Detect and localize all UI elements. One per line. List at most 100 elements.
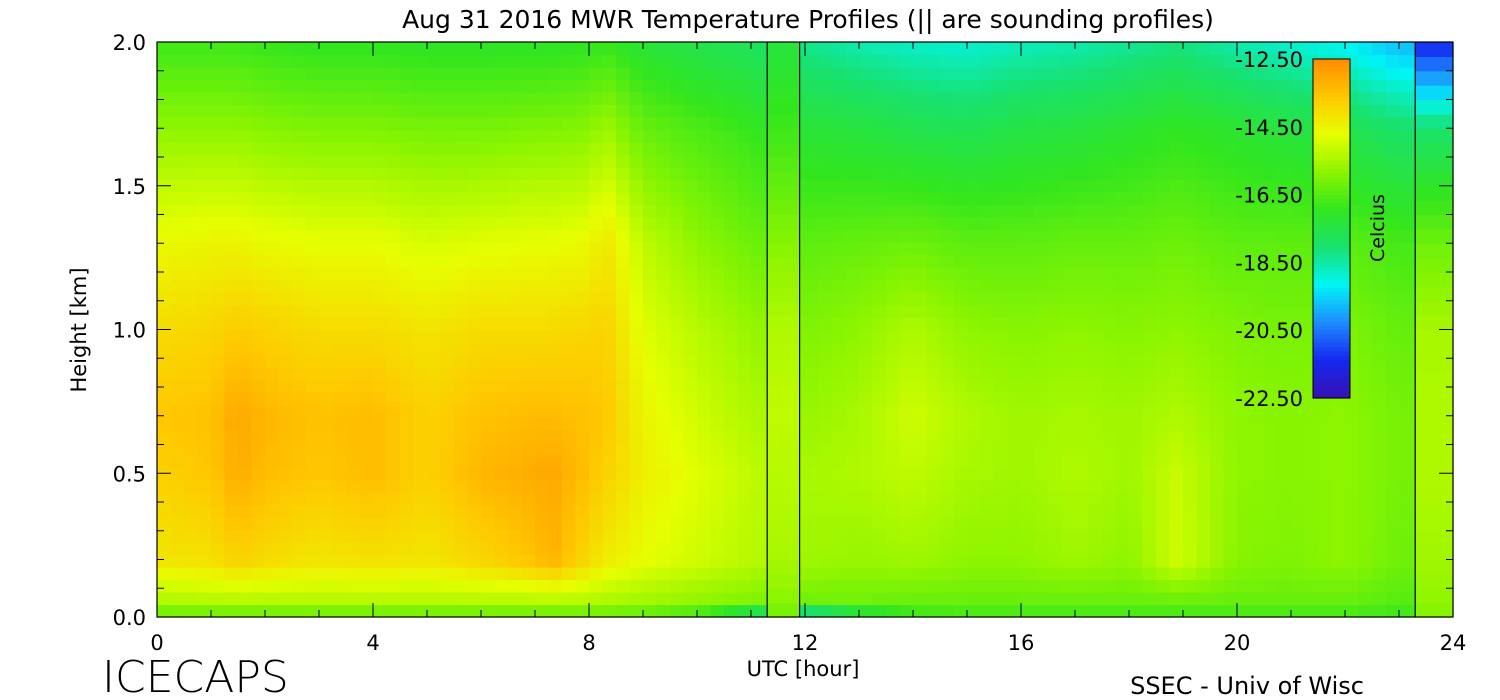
heatmap-cell — [1129, 517, 1144, 531]
heatmap-cell — [346, 267, 361, 281]
heatmap-cell — [562, 79, 577, 93]
heatmap-cell — [373, 254, 388, 268]
heatmap-cell — [1102, 492, 1117, 506]
heatmap-cell — [292, 229, 307, 243]
sounding-strip — [767, 257, 800, 273]
heatmap-cell — [224, 229, 239, 243]
heatmap-cell — [1250, 579, 1265, 593]
heatmap-cell — [548, 304, 563, 318]
heatmap-cell — [521, 179, 536, 193]
heatmap-cell — [859, 467, 874, 481]
heatmap-cell — [1264, 229, 1279, 243]
heatmap-cell — [481, 79, 496, 93]
heatmap-cell — [643, 517, 658, 531]
heatmap-cell — [629, 429, 644, 443]
heatmap-cell — [845, 92, 860, 106]
heatmap-cell — [224, 379, 239, 393]
heatmap-cell — [359, 217, 374, 231]
heatmap-cell — [832, 467, 847, 481]
heatmap-cell — [1021, 542, 1036, 556]
heatmap-cell — [710, 192, 725, 206]
heatmap-cell — [1264, 542, 1279, 556]
heatmap-cell — [481, 579, 496, 593]
heatmap-cell — [400, 567, 415, 581]
heatmap-cell — [211, 242, 226, 256]
heatmap-cell — [670, 554, 685, 568]
heatmap-cell — [211, 417, 226, 431]
heatmap-cell — [251, 379, 266, 393]
heatmap-cell — [1183, 367, 1198, 381]
heatmap-cell — [211, 454, 226, 468]
heatmap-cell — [616, 442, 631, 456]
heatmap-cell — [319, 267, 334, 281]
heatmap-cell — [386, 404, 401, 418]
heatmap-cell — [1264, 204, 1279, 218]
heatmap-cell — [805, 254, 820, 268]
heatmap-cell — [386, 392, 401, 406]
heatmap-cell — [643, 192, 658, 206]
heatmap-cell — [953, 242, 968, 256]
heatmap-cell — [170, 504, 185, 518]
heatmap-cell — [805, 417, 820, 431]
heatmap-cell — [616, 242, 631, 256]
heatmap-cell — [616, 117, 631, 131]
heatmap-cell — [1358, 592, 1373, 606]
heatmap-cell — [940, 54, 955, 68]
heatmap-cell — [508, 517, 523, 531]
heatmap-cell — [1021, 79, 1036, 93]
heatmap-cell — [332, 79, 347, 93]
heatmap-cell — [1237, 554, 1252, 568]
heatmap-cell — [818, 204, 833, 218]
heatmap-cell — [724, 279, 739, 293]
heatmap-cell — [535, 342, 550, 356]
heatmap-cell — [1169, 592, 1184, 606]
heatmap-cell — [967, 142, 982, 156]
heatmap-cell — [157, 267, 172, 281]
heatmap-cell — [1021, 454, 1036, 468]
heatmap-cell — [913, 592, 928, 606]
heatmap-cell — [1021, 117, 1036, 131]
heatmap-cell — [1075, 467, 1090, 481]
heatmap-cell — [1250, 392, 1265, 406]
heatmap-cell — [859, 417, 874, 431]
heatmap-cell — [710, 92, 725, 106]
heatmap-cell — [467, 354, 482, 368]
heatmap-cell — [940, 554, 955, 568]
heatmap-cell — [697, 254, 712, 268]
heatmap-cell — [562, 467, 577, 481]
heatmap-cell — [1048, 192, 1063, 206]
heatmap-cell — [440, 317, 455, 331]
heatmap-cell — [278, 129, 293, 143]
heatmap-cell — [737, 517, 752, 531]
sounding-strip — [767, 157, 800, 172]
heatmap-cell — [845, 67, 860, 81]
heatmap-cell — [899, 67, 914, 81]
heatmap-cell — [1210, 79, 1225, 93]
heatmap-cell — [859, 529, 874, 543]
heatmap-cell — [1291, 467, 1306, 481]
heatmap-cell — [589, 492, 604, 506]
colorbar-segment — [1313, 215, 1350, 221]
heatmap-cell — [1264, 454, 1279, 468]
heatmap-cell — [1223, 417, 1238, 431]
heatmap-cell — [926, 567, 941, 581]
heatmap-cell — [805, 129, 820, 143]
heatmap-cell — [1169, 54, 1184, 68]
heatmap-cell — [386, 179, 401, 193]
heatmap-cell — [697, 242, 712, 256]
sounding-strip — [767, 473, 800, 489]
heatmap-cell — [373, 492, 388, 506]
heatmap-cell — [1007, 217, 1022, 231]
heatmap-cell — [292, 429, 307, 443]
heatmap-cell — [629, 242, 644, 256]
heatmap-cell — [1129, 542, 1144, 556]
heatmap-cell — [157, 204, 172, 218]
heatmap-cell — [1264, 67, 1279, 81]
heatmap-cell — [656, 467, 671, 481]
heatmap-cell — [940, 492, 955, 506]
heatmap-cell — [508, 467, 523, 481]
heatmap-cell — [413, 192, 428, 206]
heatmap-cell — [737, 104, 752, 118]
heatmap-cell — [656, 267, 671, 281]
heatmap-cell — [1291, 129, 1306, 143]
